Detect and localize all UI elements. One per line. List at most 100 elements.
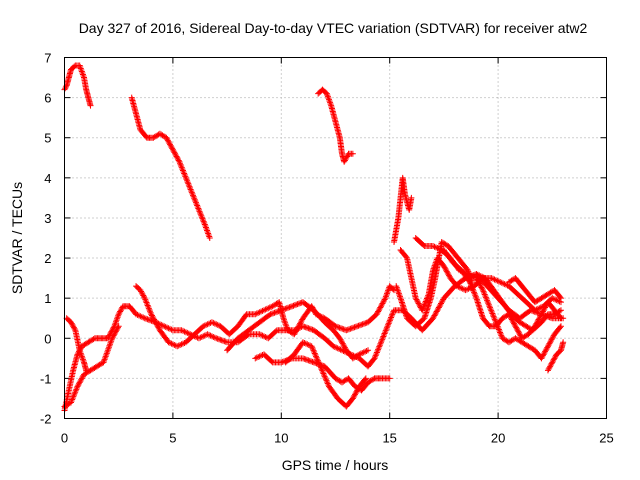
data-point	[333, 344, 340, 351]
data-point	[165, 325, 172, 332]
data-point	[425, 292, 432, 299]
data-point	[497, 279, 504, 286]
data-point	[200, 323, 207, 330]
data-point	[87, 102, 94, 109]
data-point	[192, 199, 199, 206]
data-point	[560, 339, 567, 346]
data-point	[362, 375, 369, 382]
data-point	[292, 329, 299, 336]
data-point	[533, 306, 540, 313]
data-point	[438, 300, 445, 307]
data-point	[479, 273, 486, 280]
data-point	[341, 157, 348, 164]
data-point	[537, 313, 544, 320]
data-point	[542, 304, 549, 311]
data-point	[263, 305, 270, 312]
data-point	[538, 311, 545, 318]
data-point	[372, 352, 379, 359]
data-point	[276, 307, 283, 314]
data-point	[297, 319, 304, 326]
data-point	[293, 301, 300, 308]
data-point	[297, 320, 304, 327]
data-point	[184, 329, 191, 336]
data-point	[207, 332, 214, 339]
data-point	[488, 307, 495, 314]
data-point	[334, 345, 341, 352]
data-point	[319, 367, 326, 374]
data-point	[438, 299, 445, 306]
data-point	[356, 351, 363, 358]
data-point	[137, 287, 144, 294]
data-point	[360, 349, 367, 356]
data-point	[419, 307, 426, 314]
data-point	[388, 313, 395, 320]
data-point	[484, 297, 491, 304]
data-point	[206, 320, 213, 327]
data-point	[144, 302, 151, 309]
data-point	[471, 289, 478, 296]
data-point	[385, 320, 392, 327]
data-point	[260, 307, 267, 314]
data-point	[408, 194, 415, 201]
data-point	[295, 300, 302, 307]
data-point	[356, 322, 363, 329]
data-point	[308, 326, 315, 333]
data-point	[141, 315, 148, 322]
series-arc-11	[282, 339, 369, 410]
data-point	[340, 326, 347, 333]
data-point	[339, 339, 346, 346]
data-point	[376, 343, 383, 350]
y-tick-label: 7	[44, 51, 51, 66]
data-point	[349, 150, 356, 157]
data-point	[344, 326, 351, 333]
data-point	[279, 358, 286, 365]
data-point	[379, 336, 386, 343]
data-point	[536, 305, 543, 312]
data-point	[474, 276, 481, 283]
data-point	[539, 308, 546, 315]
data-point	[180, 340, 187, 347]
data-point	[481, 290, 488, 297]
data-point	[266, 312, 273, 319]
data-point	[322, 376, 329, 383]
data-point	[552, 296, 559, 303]
data-point	[72, 387, 79, 394]
data-point	[79, 374, 86, 381]
data-point	[331, 322, 338, 329]
data-point	[115, 311, 122, 318]
data-point	[373, 311, 380, 318]
data-point	[531, 307, 538, 314]
data-point	[180, 168, 187, 175]
data-point	[294, 325, 301, 332]
data-point	[83, 367, 90, 374]
data-point	[354, 386, 361, 393]
data-point	[151, 316, 158, 323]
data-point	[490, 313, 497, 320]
data-point	[341, 158, 348, 165]
data-point	[175, 157, 182, 164]
data-point	[420, 304, 427, 311]
data-point	[75, 382, 82, 389]
data-point	[290, 302, 297, 309]
data-point	[255, 353, 262, 360]
data-point	[75, 380, 82, 387]
series-arc-12	[393, 239, 476, 330]
data-point	[117, 307, 124, 314]
data-point	[312, 353, 319, 360]
data-point	[208, 319, 215, 326]
data-point	[177, 341, 184, 348]
data-point	[147, 317, 154, 324]
data-point	[256, 353, 263, 360]
data-point	[71, 63, 78, 70]
data-point	[135, 312, 142, 319]
data-point	[332, 323, 339, 330]
data-point	[159, 322, 166, 329]
data-point	[511, 321, 518, 328]
data-point	[377, 304, 384, 311]
data-point	[487, 304, 494, 311]
data-point	[541, 349, 548, 356]
data-point	[221, 338, 228, 345]
series-arc-6	[133, 283, 398, 350]
data-point	[489, 310, 496, 317]
data-point	[217, 336, 224, 343]
